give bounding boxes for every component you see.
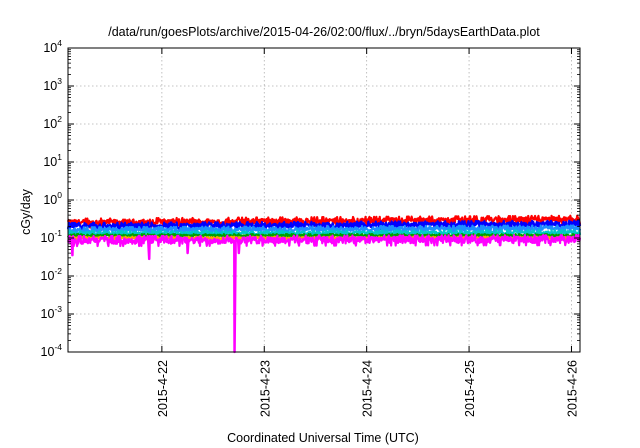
y-tick-label: 10-2: [41, 266, 63, 283]
y-tick-label: 104: [43, 38, 62, 55]
y-tick-exponent: 0: [57, 190, 62, 200]
y-tick-label: 10-4: [41, 342, 63, 359]
plot-frame: [67, 47, 581, 353]
y-tick-label: 102: [43, 114, 62, 131]
grid-lines: [68, 48, 580, 352]
y-tick-exponent: -1: [54, 228, 62, 238]
y-tick-exponent: 2: [57, 114, 62, 124]
data-series-line: [67, 224, 582, 235]
x-tick-label: 2015-4-23: [258, 360, 272, 417]
x-tick-labels: 2015-4-22 2015-4-23 2015-4-24 2015-4-25 2015…: [156, 360, 580, 417]
y-tick-label: 103: [43, 76, 62, 93]
x-axis-label: Coordinated Universal Time (UTC): [227, 431, 419, 445]
chart-title: /data/run/goesPlots/archive/2015-04-26/0…: [108, 25, 540, 39]
data-series-line: [66, 234, 582, 354]
data-series-group: [66, 214, 582, 354]
x-tick-label: 2015-4-26: [565, 360, 579, 417]
y-tick-label: 10-3: [41, 304, 63, 321]
y-tick-exponent: 1: [57, 152, 62, 162]
y-tick-exponent: 3: [57, 76, 62, 86]
axes: [67, 47, 581, 353]
y-tick-exponent: -4: [54, 342, 62, 352]
x-tick-label: 2015-4-25: [463, 360, 477, 417]
y-tick-label: 10-1: [41, 228, 63, 245]
x-tick-label: 2015-4-22: [156, 360, 170, 417]
y-tick-exponent: 4: [57, 38, 62, 48]
y-tick-exponent: -2: [54, 266, 62, 276]
y-tick-label: 101: [43, 152, 62, 169]
x-tick-label: 2015-4-24: [361, 360, 375, 417]
y-tick-label: 100: [43, 190, 62, 207]
y-axis-label: cGy/day: [19, 188, 33, 235]
y-tick-exponent: -3: [54, 304, 62, 314]
